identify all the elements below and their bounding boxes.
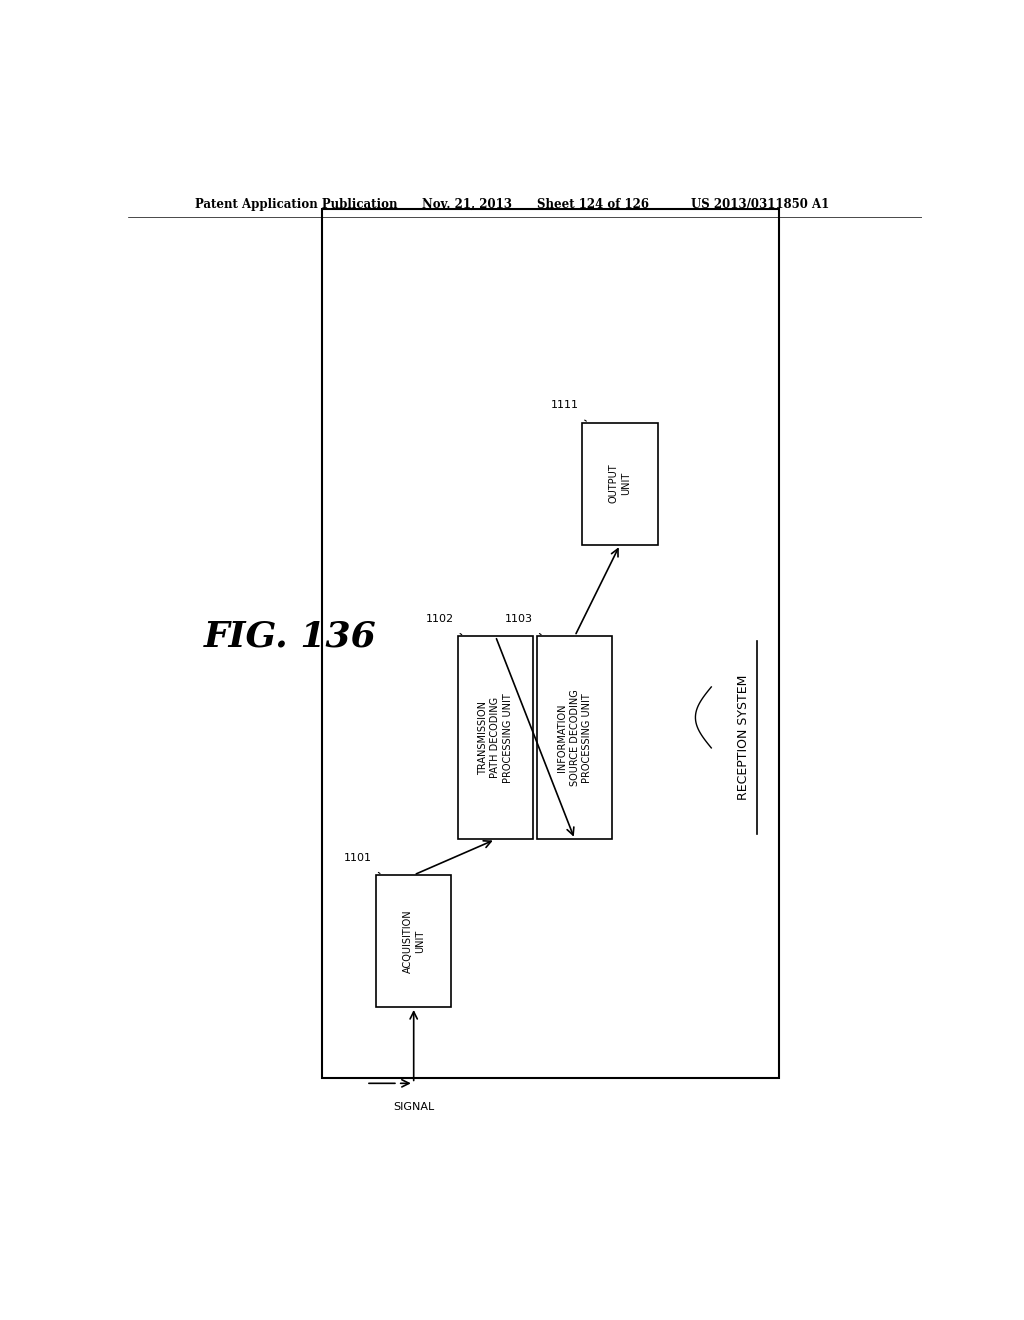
Text: 1103: 1103: [505, 614, 534, 624]
Text: SIGNAL: SIGNAL: [393, 1102, 434, 1111]
Text: 1102: 1102: [426, 614, 454, 624]
Bar: [583, 422, 657, 545]
Text: FIG. 136: FIG. 136: [204, 619, 376, 653]
Text: TRANSMISSION
PATH DECODING
PROCESSING UNIT: TRANSMISSION PATH DECODING PROCESSING UN…: [478, 693, 513, 783]
Text: INFORMATION
SOURCE DECODING
PROCESSING UNIT: INFORMATION SOURCE DECODING PROCESSING U…: [557, 689, 592, 787]
Bar: [458, 636, 534, 840]
Text: Nov. 21, 2013: Nov. 21, 2013: [422, 198, 512, 211]
Text: RECEPTION SYSTEM: RECEPTION SYSTEM: [736, 675, 750, 800]
Bar: [323, 210, 778, 1078]
Text: 1111: 1111: [550, 400, 579, 411]
Text: US 2013/0311850 A1: US 2013/0311850 A1: [691, 198, 829, 211]
Text: Sheet 124 of 126: Sheet 124 of 126: [537, 198, 649, 211]
Bar: [376, 875, 452, 1007]
Bar: [538, 636, 612, 840]
Text: OUTPUT
UNIT: OUTPUT UNIT: [609, 463, 631, 503]
Text: 1101: 1101: [344, 853, 372, 863]
Text: Patent Application Publication: Patent Application Publication: [196, 198, 398, 211]
Text: ACQUISITION
UNIT: ACQUISITION UNIT: [402, 909, 425, 973]
